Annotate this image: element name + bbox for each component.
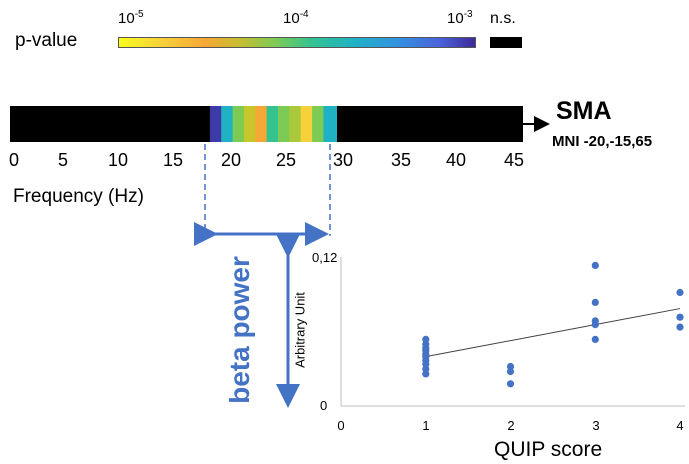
scatter-point [676, 288, 684, 297]
spectrum-cell [266, 106, 281, 142]
spectrum-cell [312, 106, 326, 142]
freq-tick: 20 [220, 150, 242, 170]
scatter-x-tick: 2 [507, 418, 515, 433]
spectrum-cell [255, 106, 269, 142]
spectrum-cell [300, 106, 315, 142]
scatter-x-label: QUIP score [494, 438, 603, 461]
scatter-point [506, 380, 515, 388]
scatter-x-tick: 0 [337, 418, 345, 433]
ns-label: n.s. [490, 10, 516, 27]
freq-tick: 30 [332, 150, 354, 170]
scatter-x-tick: 4 [676, 418, 684, 433]
spectrum-cell [221, 106, 235, 142]
scatter-point [506, 362, 515, 371]
spectrum-cell [278, 106, 292, 142]
scatter-x-tick: 1 [422, 418, 430, 433]
scatter-point [506, 367, 515, 376]
freq-tick: 15 [162, 150, 184, 170]
colorbar-tick-min: 10-5 [118, 9, 144, 28]
spectrum-cell [323, 106, 337, 142]
freq-tick: 5 [57, 150, 69, 170]
scatter-point [676, 313, 684, 321]
frequency-axis-label: Frequency (Hz) [13, 186, 144, 207]
spectrum-cell [243, 106, 258, 142]
mni-coordinates: MNI -20,-15,65 [552, 133, 653, 150]
freq-tick: 35 [390, 150, 412, 170]
freq-tick: 10 [107, 150, 129, 170]
spectrum-cell [209, 106, 224, 142]
scatter-y-tick: 0 [320, 398, 328, 413]
scatter-point [591, 321, 599, 329]
scatter-y-tick: 0,12 [312, 250, 338, 265]
trend-line [425, 308, 681, 358]
region-label: SMA [556, 97, 612, 125]
colorbar-tick-max: 10-3 [447, 9, 473, 28]
colorbar-label: p-value [15, 30, 78, 51]
spectrum-cell [232, 106, 247, 142]
freq-tick: 25 [275, 150, 297, 170]
freq-tick: 40 [445, 150, 467, 170]
freq-tick: 45 [503, 150, 525, 170]
ns-swatch [490, 37, 522, 48]
scatter-point [591, 298, 599, 306]
scatter-point [591, 335, 599, 343]
colorbar-tick-mid: 10-4 [283, 9, 309, 28]
scatter-x-tick: 3 [592, 418, 600, 433]
colorbar [118, 37, 476, 48]
freq-tick: 0 [8, 150, 20, 170]
scatter-point [591, 261, 599, 269]
scatter-y-label: Arbitrary Unit [292, 292, 308, 368]
scatter-point [676, 323, 684, 331]
spectrum-cell [289, 106, 303, 142]
scatter-point [422, 370, 430, 378]
beta-power-label: beta power [224, 256, 255, 404]
